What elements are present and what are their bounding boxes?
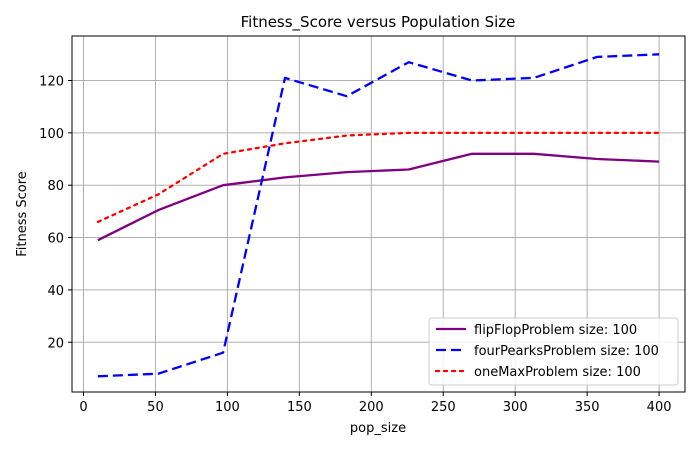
series-layer <box>96 53 661 378</box>
y-tick-label: 120 <box>39 75 64 90</box>
y-tick-label: 40 <box>47 284 64 299</box>
plot-frame <box>71 35 686 393</box>
legend-box <box>428 317 679 386</box>
x-tick-label: 300 <box>503 400 528 415</box>
x-tick-label: 50 <box>147 400 164 415</box>
legend-label-3: oneMaxProblem size: 100 <box>474 365 641 380</box>
x-tick-label: 400 <box>647 400 672 415</box>
x-tick-label: 250 <box>431 400 456 415</box>
y-tick-label: 100 <box>39 127 64 142</box>
y-axis-label: Fitness Score <box>15 171 30 257</box>
legend: flipFlopProblem size: 100 fourPearksProbl… <box>428 317 679 386</box>
y-tick-label: 80 <box>47 179 64 194</box>
y-tick-label: 20 <box>47 336 64 351</box>
legend-label-1: flipFlopProblem size: 100 <box>474 323 637 338</box>
chart-title: Fitness_Score versus Population Size <box>241 13 516 32</box>
x-tick-label: 350 <box>575 400 600 415</box>
tick-layer: 0 50 100 150 200 250 300 350 400 20 40 60 80 100 120 <box>39 75 671 416</box>
x-tick-label: 150 <box>287 400 312 415</box>
legend-items: flipFlopProblem size: 100 fourPearksProbl… <box>434 323 659 380</box>
x-tick-label: 0 <box>79 400 87 415</box>
series-line-2 <box>97 53 660 378</box>
y-tick-label: 60 <box>47 232 64 247</box>
series-line-1 <box>97 152 660 242</box>
series-line-3 <box>96 131 661 224</box>
legend-label-2: fourPearksProblem size: 100 <box>474 344 659 359</box>
x-tick-label: 100 <box>215 400 240 415</box>
x-axis-label: pop_size <box>350 421 406 436</box>
x-tick-label: 200 <box>359 400 384 415</box>
